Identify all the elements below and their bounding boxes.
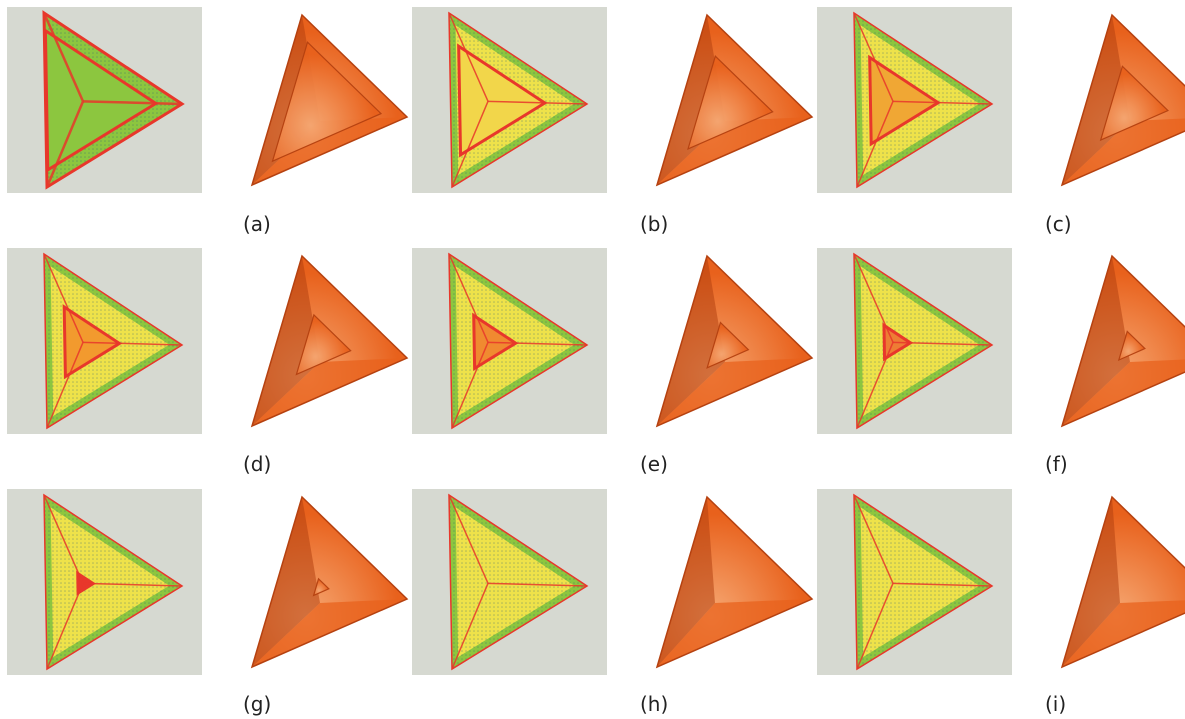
rendered-tetrahedron xyxy=(232,250,432,450)
mesh-triangle xyxy=(42,10,185,190)
distance-map-panel xyxy=(412,489,607,675)
mesh-triangle xyxy=(448,252,589,430)
rendered-tetrahedron xyxy=(637,250,837,450)
tetrahedron-shape xyxy=(655,254,814,428)
mesh-triangle xyxy=(853,493,994,671)
subfigure-label: (a) xyxy=(243,212,271,236)
subfigure-label: (h) xyxy=(640,692,669,716)
rendered-tetrahedron xyxy=(232,9,432,209)
mesh-triangle xyxy=(853,11,994,189)
distance-map-panel xyxy=(412,248,607,434)
tetrahedron-shape xyxy=(250,254,409,428)
tetrahedron-shape xyxy=(655,13,814,187)
mesh-triangle xyxy=(43,252,184,430)
tetrahedron-shape xyxy=(1060,13,1185,187)
tetrahedron-shape xyxy=(1060,254,1185,428)
subfigure-label: (f) xyxy=(1045,452,1068,476)
subfigure-label: (c) xyxy=(1045,212,1072,236)
distance-map-panel xyxy=(7,248,202,434)
distance-map-panel xyxy=(7,489,202,675)
subfigure-label: (e) xyxy=(640,452,668,476)
rendered-tetrahedron xyxy=(637,491,837,691)
distance-map-panel xyxy=(817,489,1012,675)
mesh-triangle xyxy=(448,11,589,189)
mesh-triangle xyxy=(43,493,184,671)
rendered-tetrahedron xyxy=(1042,250,1185,450)
mesh-triangle xyxy=(448,493,589,671)
subfigure-label: (d) xyxy=(243,452,272,476)
rendered-tetrahedron xyxy=(1042,9,1185,209)
tetrahedron-shape xyxy=(250,495,409,669)
subfigure-label: (g) xyxy=(243,692,272,716)
mesh-triangle xyxy=(853,252,994,430)
tetrahedron-shape xyxy=(250,13,409,187)
rendered-tetrahedron xyxy=(637,9,837,209)
distance-map-panel xyxy=(412,7,607,193)
subfigure-label: (i) xyxy=(1045,692,1067,716)
distance-map-panel xyxy=(817,248,1012,434)
tetrahedron-shape xyxy=(655,495,814,669)
subfigure-label: (b) xyxy=(640,212,669,236)
distance-map-panel xyxy=(7,7,202,193)
rendered-tetrahedron xyxy=(232,491,432,691)
rendered-tetrahedron xyxy=(1042,491,1185,691)
distance-map-panel xyxy=(817,7,1012,193)
tetrahedron-shape xyxy=(1060,495,1185,669)
